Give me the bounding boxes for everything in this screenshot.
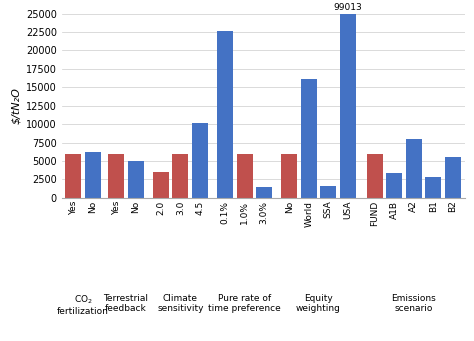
Text: Equity
weighting: Equity weighting (296, 294, 341, 313)
Bar (65, 153, 81, 198)
Bar (128, 161, 144, 198)
Bar (282, 153, 297, 198)
Bar (237, 153, 253, 198)
Y-axis label: $/tN₂O: $/tN₂O (11, 87, 22, 124)
Bar (445, 157, 461, 198)
Bar (173, 153, 188, 198)
Text: Emissions
scenario: Emissions scenario (392, 294, 436, 313)
Text: Pure rate of
time preference: Pure rate of time preference (208, 294, 281, 313)
Bar (192, 123, 208, 198)
Bar (108, 153, 124, 198)
Text: Terrestrial
feedback: Terrestrial feedback (103, 294, 148, 313)
Bar (217, 31, 233, 198)
Bar (85, 152, 101, 198)
Bar (256, 188, 272, 198)
Text: CO$_2$
fertilization: CO$_2$ fertilization (57, 294, 109, 316)
Text: 99013: 99013 (333, 3, 362, 12)
Bar (367, 153, 383, 198)
Bar (301, 79, 317, 198)
Bar (320, 186, 336, 198)
Bar (425, 177, 441, 198)
Bar (340, 14, 356, 198)
Bar (153, 172, 169, 198)
Bar (406, 139, 422, 198)
Text: Climate
sensitivity: Climate sensitivity (157, 294, 204, 313)
Bar (386, 174, 402, 198)
